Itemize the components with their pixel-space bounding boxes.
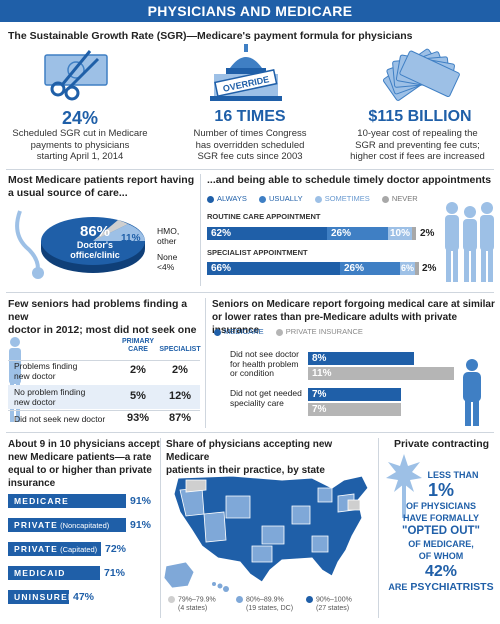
pie-slice2-value: 11% [121, 233, 141, 244]
accept-bar-medicaid: MEDICAID [8, 566, 100, 580]
specialist-sometimes-bar: 6% [400, 262, 415, 275]
forgo-specialty-private-bar: 7% [308, 403, 401, 416]
sgr-stat-text-1: Scheduled SGR cut in Medicare payments to… [12, 128, 148, 162]
row-label-no-problem: No problem finding new doctor [14, 387, 86, 407]
accept-bar-sublabel: (Noncapitated) [57, 521, 110, 530]
row-did-not-seek-specialist: 87% [168, 412, 192, 424]
accept-bar-label: UNINSURED [14, 592, 76, 602]
row-did-not-seek-primary: 93% [126, 412, 150, 424]
private-contracting-title: Private contracting [393, 438, 490, 450]
forgoing-title: Seniors on Medicare report forgoing medi… [212, 299, 495, 336]
row-label-did-not-seek: Did not seek new doctor [14, 414, 106, 424]
forgoing-legend: MEDICARE PRIVATE INSURANCE [214, 327, 363, 336]
stethoscope-icon [15, 210, 40, 270]
caduceus-icon [386, 454, 422, 518]
private-contracting-text: LESS THAN 1% OF PHYSICIANS HAVE FORMALLY… [388, 470, 494, 593]
divider [200, 174, 201, 286]
us-state-map [163, 475, 369, 592]
pie-main-label: 86% Doctor's office/clinic [70, 223, 120, 260]
accept-bar-label: MEDICAID [14, 568, 66, 578]
accept-bar-value: 91% [130, 495, 152, 507]
forgo-label-doctor: Did not see doctor for health problem or c… [230, 349, 299, 378]
accept-bar-uninsured: UNINSURED [8, 590, 74, 604]
routine-sometimes-bar: 10% [388, 227, 412, 240]
accept-bar-sublabel: (Capitated) [57, 545, 98, 554]
sgr-stat-value-1: 24% [61, 108, 99, 128]
new-doctor-title: Few seniors had problems finding a new do… [8, 298, 197, 336]
schedule-legend: ALWAYS USUALLY SOMETIMES NEVER [207, 194, 418, 203]
usual-source-pie-chart [15, 210, 145, 279]
sgr-title: The Sustainable Growth Rate (SGR)—Medica… [8, 30, 413, 42]
routine-label: ROUTINE CARE APPOINTMENT [207, 212, 321, 221]
accept-bar-medicare: MEDICARE [8, 494, 126, 508]
routine-never-value: 2% [420, 228, 435, 239]
sgr-stat-value-2: 16 TIMES [214, 108, 286, 125]
divider [6, 432, 494, 433]
pie-slice2-label: HMO, other [157, 226, 180, 246]
row-label-problems: Problems finding new doctor [14, 361, 78, 381]
table-row [8, 410, 200, 426]
senior-person-icon [463, 359, 481, 426]
schedule-title: ...and being able to schedule timely doc… [207, 174, 492, 186]
sgr-stat-value-3: $115 BILLION [368, 108, 472, 125]
forgo-doctor-private-bar: 11% [308, 367, 454, 380]
table-row [8, 385, 200, 409]
forgo-doctor-medicare-bar: 8% [308, 352, 414, 365]
accept-bar-value: 47% [73, 591, 95, 603]
stethoscope-head [32, 267, 44, 279]
divider [6, 292, 494, 293]
accept-bar-label: PRIVATE [14, 544, 58, 554]
page-title: PHYSICIANS AND MEDICARE [147, 3, 353, 19]
people-icon [445, 202, 494, 282]
sgr-stat-text-2: Number of times Congress has overridden s… [193, 128, 307, 162]
specialist-never-bar [415, 262, 419, 275]
capitol-icon: OVERRIDE [210, 44, 282, 101]
accept-bar-value: 71% [104, 567, 126, 579]
specialist-label: SPECIALIST APPOINTMENT [207, 248, 308, 257]
accept-bar-label: MEDICARE [14, 496, 69, 506]
row-no-problem-primary: 5% [130, 390, 146, 402]
specialist-never-value: 2% [422, 263, 437, 274]
specialist-always-bar: 66% [207, 262, 340, 275]
divider [378, 438, 379, 618]
scissors-money-icon [44, 50, 108, 101]
accept-title: About 9 in 10 physicians accept new Medic… [8, 439, 160, 489]
accept-bar-value: 72% [105, 543, 127, 555]
usual-source-title: Most Medicare patients report having a us… [8, 174, 195, 199]
accept-bar-label: PRIVATE [14, 520, 58, 530]
routine-never-bar [412, 227, 416, 240]
forgo-specialty-medicare-bar: 7% [308, 388, 401, 401]
row-no-problem-specialist: 12% [168, 390, 192, 402]
table-row [8, 360, 200, 380]
routine-always-bar: 62% [207, 227, 327, 240]
forgo-label-specialty: Did not get needed speciality care [230, 388, 302, 408]
accept-bar-private-capitated: PRIVATE (Capitated) [8, 542, 101, 556]
pie-slice3-label: None <4% [157, 252, 178, 272]
divider [205, 298, 206, 428]
divider [6, 169, 494, 170]
sgr-stat-text-3: 10-year cost of repealing the SGR and pre… [350, 128, 485, 162]
pie-slice-hmo [93, 224, 145, 241]
page-header: PHYSICIANS AND MEDICARE [0, 0, 500, 22]
row-problems-primary: 2% [130, 364, 146, 376]
accept-bar-value: 91% [130, 519, 152, 531]
pie-slice-none [93, 220, 128, 241]
accept-bar-private-noncapitated: PRIVATE (Noncapitated) [8, 518, 126, 532]
divider [160, 438, 161, 618]
routine-usually-bar: 26% [327, 227, 388, 240]
col-primary-care: PRIMARY CARE [121, 338, 155, 353]
row-problems-specialist: 2% [172, 364, 188, 376]
state-map-title: Share of physicians accepting new Medica… [166, 439, 333, 476]
specialist-usually-bar: 26% [340, 262, 400, 275]
money-fan-icon [382, 48, 460, 101]
col-specialist: SPECIALIST [159, 346, 201, 353]
